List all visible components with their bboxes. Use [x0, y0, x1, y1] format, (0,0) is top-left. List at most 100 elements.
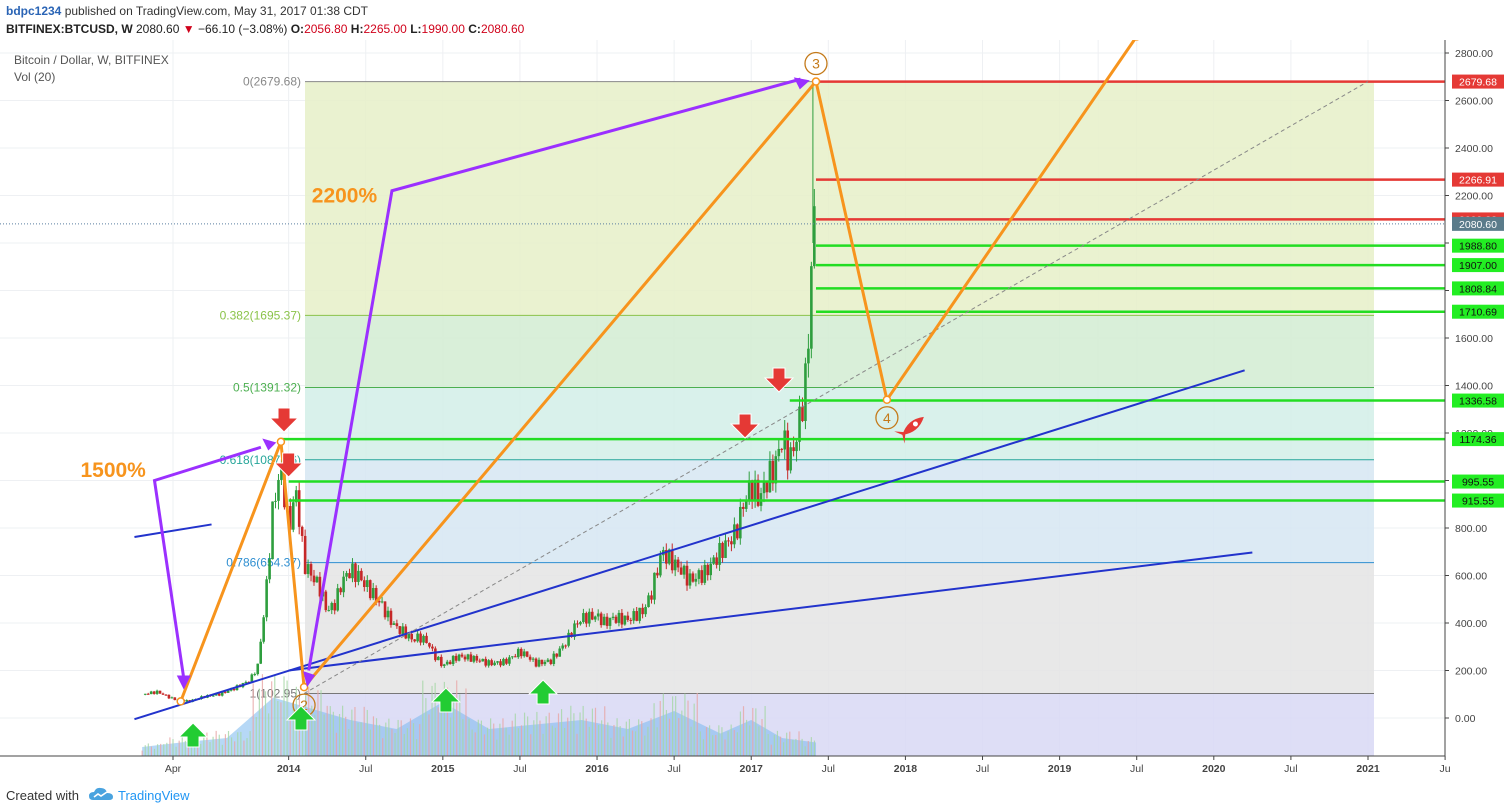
- wave-label-3: 3: [812, 56, 820, 72]
- footer: Created with TradingView: [0, 782, 1504, 812]
- arrow-head-1500-start: [176, 675, 191, 690]
- trend-channels: [134, 81, 1369, 721]
- candle-body-163: [626, 615, 630, 620]
- candle-body-24: [214, 693, 218, 696]
- price-tick-label-14: 2800.00: [1455, 48, 1493, 60]
- candle-body-194: [718, 542, 721, 565]
- candle-body-124: [511, 656, 514, 658]
- candle-body-2: [149, 691, 153, 695]
- time-axis-bg: [0, 756, 1504, 782]
- candle-body-183: [685, 565, 689, 586]
- candle-body-215: [780, 448, 784, 450]
- time-tick-label-10: Jul: [976, 763, 989, 775]
- candle-body-131: [531, 658, 535, 660]
- support-tag-0: 1988.80: [1459, 241, 1497, 253]
- price-change: −66.10 (−3.08%): [197, 22, 288, 36]
- candle-body-176: [664, 550, 668, 564]
- candle-body-205: [750, 480, 754, 501]
- price-tick-label-13: 2600.00: [1455, 96, 1493, 108]
- candle-body-67: [342, 576, 345, 593]
- candle-body-224: [807, 348, 810, 364]
- candle-body-159: [614, 616, 618, 623]
- price-tick-label-1: 200.00: [1455, 666, 1487, 678]
- candle-body-38: [256, 663, 260, 675]
- candle-body-129: [525, 651, 529, 657]
- candle-body-140: [558, 648, 562, 657]
- buy-arrow-3: [527, 679, 559, 705]
- candle-body-184: [688, 573, 692, 586]
- sell-arrow-3: [763, 367, 795, 393]
- author-link[interactable]: bdpc1234: [6, 4, 62, 18]
- candle-body-225: [810, 266, 813, 349]
- time-tick-label-15: Jul: [1284, 763, 1297, 775]
- candle-body-118: [493, 662, 496, 666]
- candle-body-171: [650, 595, 653, 600]
- candle-body-109: [466, 654, 470, 660]
- candle-body-189: [703, 564, 707, 583]
- fib-zone-2: [305, 387, 1374, 460]
- price-chart[interactable]: 0(2679.68)0.382(1695.37)0.5(1391.32)0.61…: [0, 40, 1504, 782]
- time-tick-label-6: Jul: [667, 763, 680, 775]
- candle-body-59: [318, 576, 322, 597]
- candle-body-146: [576, 623, 579, 625]
- support-tag-5: 1174.36: [1459, 434, 1496, 446]
- candle-body-218: [789, 447, 792, 471]
- candle-body-25: [217, 693, 221, 696]
- candle-body-84: [392, 623, 396, 625]
- candle-body-133: [537, 659, 541, 667]
- candle-body-100: [439, 656, 443, 666]
- close-value: 2080.60: [480, 22, 525, 36]
- candle-body-158: [611, 616, 615, 619]
- candle-body-105: [454, 655, 458, 661]
- candle-body-85: [395, 623, 399, 627]
- percent-arrow-1500: [152, 445, 262, 685]
- candle-body-94: [422, 635, 425, 643]
- wave-label-4: 4: [883, 410, 891, 426]
- candle-body-46: [280, 464, 283, 480]
- time-tick-label-8: Jul: [822, 763, 835, 775]
- low-label: L:: [410, 22, 422, 36]
- candle-body-182: [682, 565, 686, 575]
- time-tick-label-13: Jul: [1130, 763, 1143, 775]
- wave-node-0: [176, 697, 185, 706]
- fib-label-2: 0.5(1391.32): [233, 381, 301, 395]
- candle-body-92: [416, 633, 419, 642]
- candle-body-186: [694, 578, 698, 582]
- candle-body-167: [638, 607, 641, 621]
- publish-info: published on TradingView.com, May 31, 20…: [64, 4, 368, 18]
- candle-body-6: [161, 693, 165, 695]
- fib-zone-0: [305, 81, 1374, 316]
- candle-body-136: [546, 659, 550, 662]
- candle-body-56: [309, 564, 313, 576]
- support-tag-7: 915.55: [1462, 496, 1494, 508]
- candle-body-181: [679, 567, 683, 575]
- candle-body-78: [374, 588, 378, 601]
- candle-body-28: [226, 690, 230, 693]
- candle-body-53: [300, 526, 304, 536]
- candle-body-214: [777, 448, 781, 457]
- candle-body-168: [641, 607, 644, 615]
- time-tick-label-4: Jul: [513, 763, 526, 775]
- arrow-head-1500-end: [262, 438, 277, 451]
- candle-body-165: [632, 611, 636, 621]
- wave-node-3: [811, 77, 821, 86]
- candle-body-153: [596, 613, 600, 617]
- annotations: 1500% 2200%: [80, 185, 377, 482]
- candle-body-37: [253, 674, 257, 676]
- candle-body-185: [691, 573, 695, 582]
- price-tick-label-12: 2400.00: [1455, 143, 1493, 155]
- symbol-label: BITFINEX:BTCUSD, W: [6, 22, 133, 36]
- candle-body-34: [244, 681, 248, 684]
- candle-body-0: [143, 693, 147, 695]
- candle-body-157: [608, 618, 612, 626]
- candle-body-173: [656, 572, 659, 576]
- tradingview-link[interactable]: TradingView: [118, 788, 190, 803]
- candle-body-86: [398, 626, 402, 634]
- candle-body-30: [232, 688, 236, 691]
- resistance-tag-0: 2679.68: [1459, 77, 1497, 89]
- candle-body-119: [496, 661, 499, 663]
- support-tag-7-bg: [1452, 493, 1504, 508]
- chart-legend-main: Bitcoin / Dollar, W, BITFINEX: [14, 53, 169, 67]
- sell-arrow-0: [268, 407, 300, 433]
- candle-body-88: [404, 626, 408, 639]
